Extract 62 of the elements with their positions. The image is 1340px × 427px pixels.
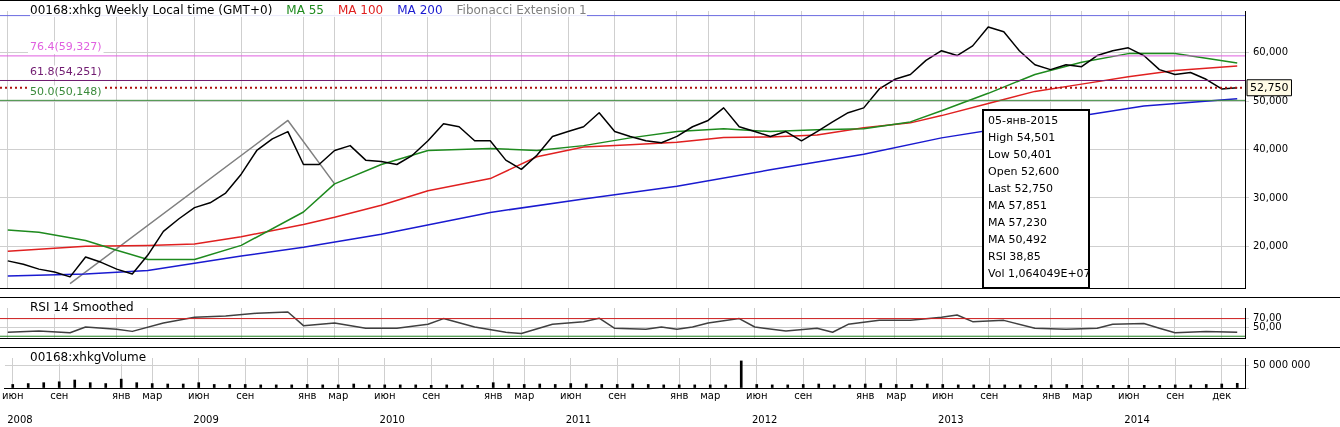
annotation: Last 52,750 bbox=[987, 181, 1054, 197]
ref-line-label: 61.8(54,251) bbox=[30, 64, 102, 78]
x2-tick-label: 2010 bbox=[379, 413, 405, 425]
x-tick-label: мар bbox=[142, 389, 163, 401]
text: MA 100 bbox=[337, 3, 384, 17]
x-tick-label: дек bbox=[1212, 389, 1232, 401]
x-tick-label: сен bbox=[50, 389, 69, 401]
y-tick-label: 60,000 bbox=[1253, 46, 1288, 58]
annotation: Low 50,401 bbox=[987, 147, 1053, 163]
x-tick-label: янв bbox=[112, 389, 131, 401]
annotation: Open 52,600 bbox=[987, 164, 1061, 180]
ref-line-label: 52,750 bbox=[1250, 80, 1289, 94]
x-tick-label: сен bbox=[980, 389, 999, 401]
x2-tick-label: 2008 bbox=[7, 413, 33, 425]
annotation: MA 57,851 bbox=[987, 198, 1048, 214]
annotation: High 54,501 bbox=[987, 130, 1057, 146]
x-tick-label: сен bbox=[236, 389, 255, 401]
y-tick-label: 50,00 bbox=[1253, 321, 1282, 333]
chart-title: 00168:xhkg Weekly Local time (GMT+0) bbox=[30, 3, 273, 17]
annotation: 05-янв-2015 bbox=[987, 113, 1060, 129]
x2-tick-label: 2011 bbox=[565, 413, 592, 425]
x-tick-label: янв bbox=[484, 389, 503, 401]
annotation: Vol 1,064049E+07 bbox=[987, 266, 1091, 282]
y-tick-label: 40,000 bbox=[1253, 143, 1288, 155]
annotation: MA 57,230 bbox=[987, 215, 1048, 231]
text: Fibonacci Extension 1 bbox=[456, 3, 587, 17]
x-tick-label: мар bbox=[514, 389, 535, 401]
x-tick-label: июн bbox=[1118, 389, 1140, 401]
x-tick-label: июн bbox=[932, 389, 954, 401]
x-tick-label: июн bbox=[374, 389, 396, 401]
annotation: MA 50,492 bbox=[987, 232, 1048, 248]
x-tick-label: мар bbox=[328, 389, 349, 401]
x-tick-label: янв bbox=[298, 389, 317, 401]
text: MA 200 bbox=[397, 3, 443, 17]
x-tick-label: июн bbox=[746, 389, 768, 401]
x-tick-label: июн bbox=[1, 389, 24, 401]
x-tick-label: янв bbox=[856, 389, 875, 401]
chart-title: RSI 14 Smoothed bbox=[30, 300, 134, 314]
y-tick-label: 50 000 000 bbox=[1253, 359, 1311, 371]
x-tick-label: июн bbox=[188, 389, 210, 401]
text: MA 55 bbox=[286, 3, 324, 17]
ref-line-label: 50.0(50,148) bbox=[30, 84, 102, 98]
x-tick-label: сен bbox=[794, 389, 813, 401]
y-tick-label: 30,000 bbox=[1253, 191, 1288, 203]
x-tick-label: сен bbox=[1166, 389, 1185, 401]
x2-tick-label: 2013 bbox=[938, 413, 964, 425]
x-tick-label: янв bbox=[670, 389, 689, 401]
y-tick-label: 50,000 bbox=[1253, 94, 1288, 106]
x-tick-label: мар bbox=[1072, 389, 1093, 401]
y-tick-label: 20,000 bbox=[1253, 239, 1288, 251]
annotation: RSI 38,85 bbox=[987, 249, 1042, 265]
x-tick-label: янв bbox=[1042, 389, 1061, 401]
x-tick-label: сен bbox=[422, 389, 441, 401]
x-tick-label: мар bbox=[700, 389, 721, 401]
chart-title: 00168:xhkgVolume bbox=[30, 350, 147, 364]
x-tick-label: июн bbox=[560, 389, 582, 401]
ref-line-label: 76.4(59,327) bbox=[30, 40, 102, 54]
x2-tick-label: 2009 bbox=[193, 413, 219, 425]
x2-tick-label: 2012 bbox=[751, 413, 778, 425]
x-tick-label: сен bbox=[608, 389, 627, 401]
x-tick-label: мар bbox=[886, 389, 907, 401]
x2-tick-label: 2014 bbox=[1124, 413, 1150, 425]
